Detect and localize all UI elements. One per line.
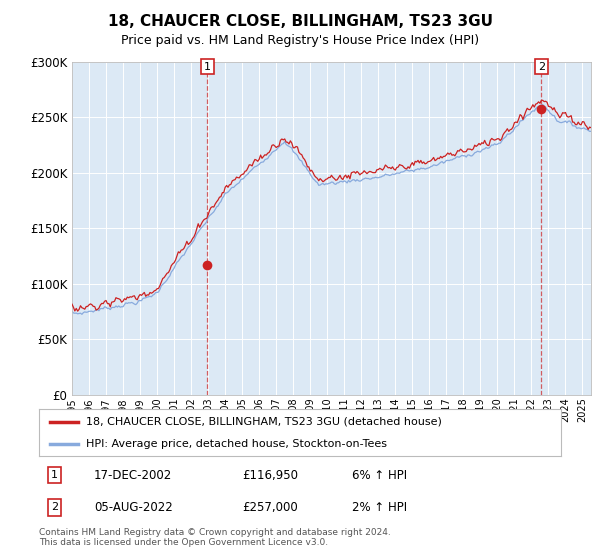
- Text: 18, CHAUCER CLOSE, BILLINGHAM, TS23 3GU: 18, CHAUCER CLOSE, BILLINGHAM, TS23 3GU: [107, 14, 493, 29]
- Text: 1: 1: [51, 470, 58, 480]
- Text: £257,000: £257,000: [242, 501, 298, 514]
- Text: Price paid vs. HM Land Registry's House Price Index (HPI): Price paid vs. HM Land Registry's House …: [121, 34, 479, 46]
- Text: 2: 2: [51, 502, 58, 512]
- Text: HPI: Average price, detached house, Stockton-on-Tees: HPI: Average price, detached house, Stoc…: [86, 438, 387, 449]
- Text: 18, CHAUCER CLOSE, BILLINGHAM, TS23 3GU (detached house): 18, CHAUCER CLOSE, BILLINGHAM, TS23 3GU …: [86, 417, 442, 427]
- Text: 2: 2: [538, 62, 545, 72]
- Text: 17-DEC-2002: 17-DEC-2002: [94, 469, 172, 482]
- Text: 05-AUG-2022: 05-AUG-2022: [94, 501, 173, 514]
- Text: 1: 1: [204, 62, 211, 72]
- Text: 2% ↑ HPI: 2% ↑ HPI: [352, 501, 407, 514]
- Text: 6% ↑ HPI: 6% ↑ HPI: [352, 469, 407, 482]
- Text: Contains HM Land Registry data © Crown copyright and database right 2024.
This d: Contains HM Land Registry data © Crown c…: [39, 528, 391, 547]
- Text: £116,950: £116,950: [242, 469, 299, 482]
